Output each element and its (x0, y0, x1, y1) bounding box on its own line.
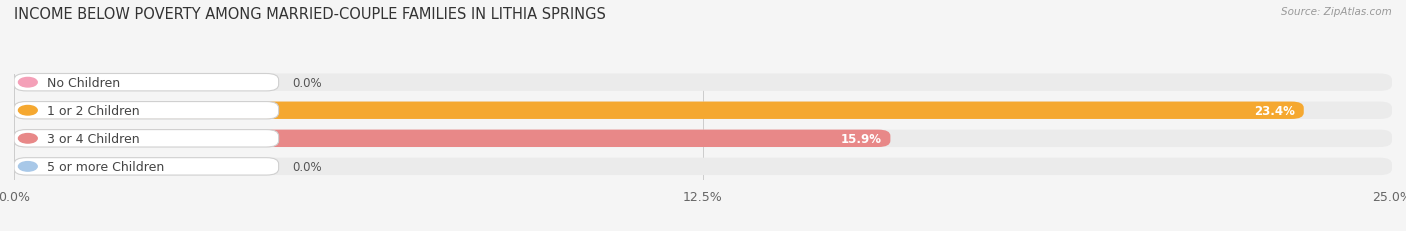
FancyBboxPatch shape (14, 102, 278, 119)
FancyBboxPatch shape (14, 102, 1303, 119)
FancyBboxPatch shape (14, 74, 1392, 91)
Text: 1 or 2 Children: 1 or 2 Children (48, 104, 139, 117)
FancyBboxPatch shape (14, 102, 1392, 119)
Text: No Children: No Children (48, 76, 121, 89)
FancyBboxPatch shape (14, 158, 278, 175)
Text: Source: ZipAtlas.com: Source: ZipAtlas.com (1281, 7, 1392, 17)
Circle shape (18, 162, 37, 171)
Text: 3 or 4 Children: 3 or 4 Children (48, 132, 139, 145)
FancyBboxPatch shape (14, 158, 1392, 175)
FancyBboxPatch shape (14, 130, 890, 147)
FancyBboxPatch shape (14, 130, 278, 147)
Text: INCOME BELOW POVERTY AMONG MARRIED-COUPLE FAMILIES IN LITHIA SPRINGS: INCOME BELOW POVERTY AMONG MARRIED-COUPL… (14, 7, 606, 22)
Circle shape (18, 134, 37, 143)
Circle shape (18, 78, 37, 88)
Text: 0.0%: 0.0% (292, 76, 322, 89)
Circle shape (18, 106, 37, 116)
Text: 23.4%: 23.4% (1254, 104, 1295, 117)
Text: 15.9%: 15.9% (841, 132, 882, 145)
Text: 0.0%: 0.0% (292, 160, 322, 173)
Text: 5 or more Children: 5 or more Children (48, 160, 165, 173)
FancyBboxPatch shape (14, 130, 1392, 147)
FancyBboxPatch shape (14, 74, 278, 91)
